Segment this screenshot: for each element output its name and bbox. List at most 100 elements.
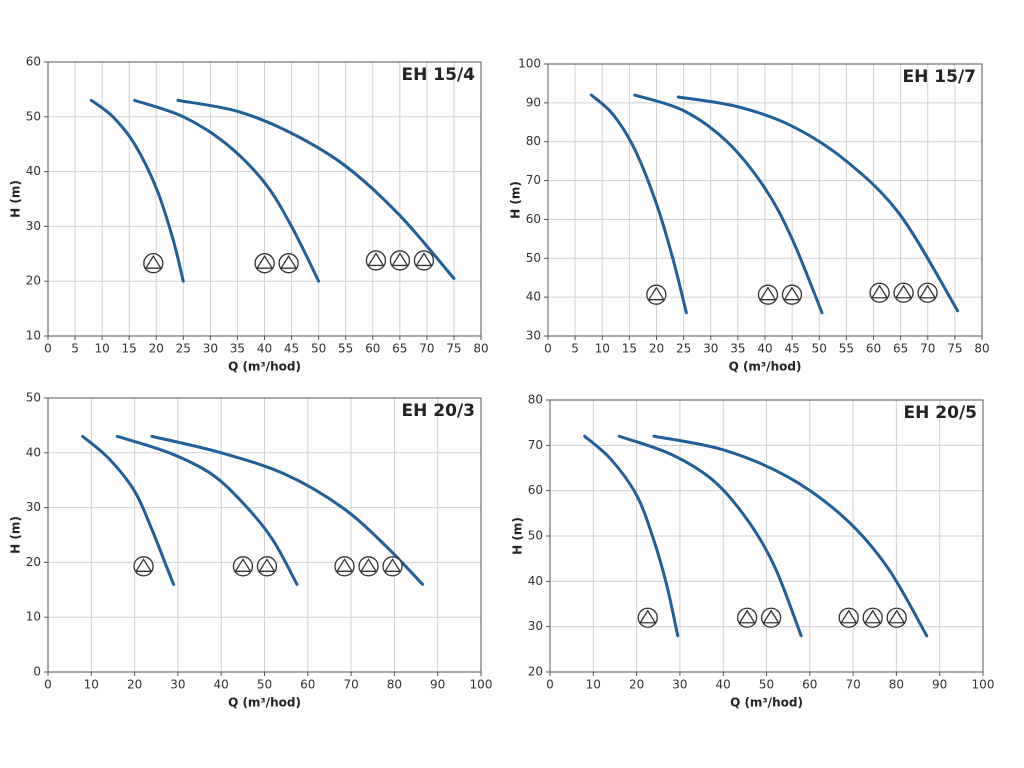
y-tick-label: 0 bbox=[33, 665, 41, 679]
x-tick-label: 80 bbox=[387, 678, 402, 692]
chart-title: EH 20/5 bbox=[904, 403, 977, 423]
y-tick-label: 20 bbox=[528, 665, 543, 679]
chart-title: EH 15/4 bbox=[402, 65, 476, 85]
x-tick-label: 65 bbox=[893, 342, 908, 356]
y-axis-label: H (m) bbox=[511, 517, 525, 555]
curve bbox=[133, 98, 321, 283]
curve bbox=[81, 434, 176, 586]
pump-icon-triangle bbox=[647, 286, 666, 301]
x-tick-label: 80 bbox=[889, 678, 904, 692]
x-tick-label: 30 bbox=[170, 678, 185, 692]
x-tick-label: 20 bbox=[127, 678, 142, 692]
y-tick-label: 20 bbox=[26, 555, 41, 569]
x-tick-label: 60 bbox=[866, 342, 881, 356]
x-tick-label: 45 bbox=[284, 342, 299, 356]
plot-frame bbox=[47, 397, 482, 673]
y-axis-label: H (m) bbox=[509, 181, 523, 219]
x-tick-label: 50 bbox=[812, 342, 827, 356]
x-tick-label: 60 bbox=[365, 342, 380, 356]
x-tick-label: 10 bbox=[84, 678, 99, 692]
y-tick-label: 60 bbox=[528, 483, 543, 497]
pump-icon-triangle bbox=[864, 609, 882, 624]
y-tick-label: 80 bbox=[528, 393, 543, 407]
curve bbox=[633, 93, 824, 315]
x-tick-label: 10 bbox=[595, 342, 610, 356]
y-tick-label: 10 bbox=[26, 329, 41, 343]
curve bbox=[89, 98, 185, 283]
curve bbox=[676, 95, 960, 313]
pump-icon-triangle bbox=[783, 286, 801, 301]
pump-icon-triangle bbox=[391, 252, 409, 267]
y-tick-label: 40 bbox=[526, 290, 541, 304]
y-tick-label: 80 bbox=[526, 134, 541, 148]
x-tick-label: 50 bbox=[311, 342, 326, 356]
curve bbox=[176, 98, 456, 280]
curve bbox=[150, 434, 425, 586]
pump-icon-triangle bbox=[258, 558, 276, 572]
x-tick-label: 80 bbox=[974, 342, 989, 356]
pump-icon-triangle bbox=[738, 609, 756, 624]
y-tick-label: 30 bbox=[526, 329, 541, 343]
y-tick-label: 40 bbox=[528, 574, 543, 588]
pump-icon-triangle bbox=[894, 284, 913, 299]
pump-icon-triangle bbox=[762, 609, 780, 624]
x-tick-label: 80 bbox=[473, 342, 488, 356]
y-tick-label: 100 bbox=[518, 57, 541, 71]
pump-icon-triangle bbox=[639, 609, 657, 624]
y-axis-label: H (m) bbox=[9, 516, 23, 554]
x-tick-label: 55 bbox=[839, 342, 854, 356]
plot-frame bbox=[547, 63, 983, 337]
pump-icon-triangle bbox=[840, 609, 858, 624]
y-tick-label: 30 bbox=[26, 500, 41, 514]
x-tick-label: 40 bbox=[757, 342, 772, 356]
x-tick-label: 40 bbox=[214, 678, 229, 692]
curve bbox=[115, 434, 299, 586]
y-tick-label: 60 bbox=[526, 212, 541, 226]
x-axis-label: Q (m³/hod) bbox=[729, 360, 802, 374]
x-tick-label: 10 bbox=[586, 678, 601, 692]
x-tick-label: 40 bbox=[257, 342, 272, 356]
pump-icon-triangle bbox=[415, 252, 433, 267]
chart-title: EH 20/3 bbox=[402, 401, 475, 421]
x-tick-label: 30 bbox=[203, 342, 218, 356]
pump-icon-triangle bbox=[255, 254, 274, 269]
y-tick-label: 90 bbox=[526, 95, 541, 109]
y-tick-label: 50 bbox=[26, 109, 41, 123]
plot-frame bbox=[47, 61, 482, 337]
curve bbox=[589, 93, 688, 315]
y-tick-label: 70 bbox=[528, 438, 543, 452]
chart: 0 5 10 15 20 25 30 35 40 45 50 55 60 65 70 75 80 30 40 50 60… bbox=[509, 57, 990, 374]
y-tick-label: 40 bbox=[26, 164, 41, 178]
curve bbox=[652, 434, 929, 638]
chart-title: EH 15/7 bbox=[903, 67, 976, 87]
x-tick-label: 35 bbox=[730, 342, 745, 356]
x-tick-label: 90 bbox=[932, 678, 947, 692]
x-tick-label: 0 bbox=[44, 342, 52, 356]
x-tick-label: 10 bbox=[94, 342, 109, 356]
y-tick-label: 70 bbox=[526, 173, 541, 187]
x-tick-label: 20 bbox=[149, 342, 164, 356]
y-tick-label: 50 bbox=[26, 391, 41, 405]
x-axis-label: Q (m³/hod) bbox=[228, 360, 301, 374]
y-tick-label: 40 bbox=[26, 445, 41, 459]
y-tick-label: 30 bbox=[26, 219, 41, 233]
x-tick-label: 60 bbox=[300, 678, 315, 692]
x-tick-label: 5 bbox=[571, 342, 579, 356]
y-axis-label: H (m) bbox=[9, 180, 23, 218]
x-tick-label: 15 bbox=[122, 342, 137, 356]
x-tick-label: 70 bbox=[419, 342, 434, 356]
y-tick-label: 10 bbox=[26, 610, 41, 624]
x-tick-label: 75 bbox=[446, 342, 461, 356]
x-tick-label: 90 bbox=[430, 678, 445, 692]
x-tick-label: 25 bbox=[676, 342, 691, 356]
y-tick-label: 20 bbox=[26, 274, 41, 288]
pump-icon-triangle bbox=[134, 558, 153, 572]
x-tick-label: 35 bbox=[230, 342, 245, 356]
curve bbox=[583, 434, 680, 638]
pump-icon-triangle bbox=[144, 254, 162, 269]
pump-icon-triangle bbox=[918, 284, 937, 299]
pump-icon-triangle bbox=[383, 558, 402, 572]
x-tick-label: 45 bbox=[784, 342, 799, 356]
